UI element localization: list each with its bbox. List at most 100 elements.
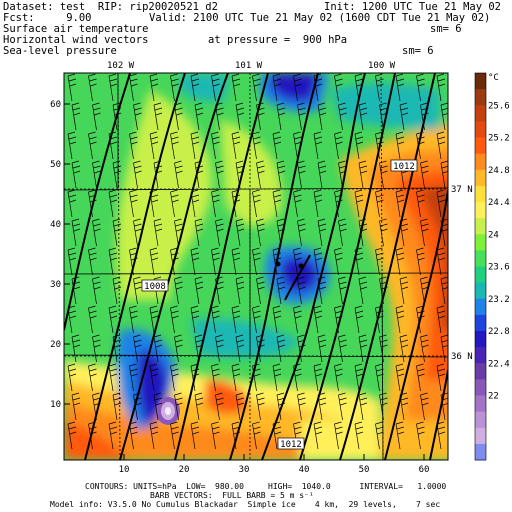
wind-barb (71, 334, 81, 363)
wind-barb (293, 421, 302, 450)
wind-barb (211, 247, 220, 276)
wind-barb (358, 392, 368, 421)
isobar-label: 1012 (393, 162, 415, 172)
wind-barb (211, 363, 220, 392)
wind-barb (112, 218, 122, 247)
wind-barb (293, 73, 302, 102)
wind-barb (354, 421, 364, 450)
colorbar-label: 22.4 (488, 359, 510, 369)
wind-barb (112, 160, 122, 189)
wind-barb (420, 102, 429, 131)
wind-barb (272, 73, 282, 102)
wind-barb (252, 305, 261, 334)
wind-barb (334, 131, 343, 160)
wind-barb (399, 334, 409, 363)
wind-barb (211, 421, 220, 450)
wind-barb (211, 189, 220, 218)
colorbar-swatch (475, 443, 486, 461)
wind-barb (252, 131, 261, 160)
wind-barb (276, 334, 286, 363)
wind-barb (174, 276, 183, 305)
wind-barb (215, 160, 224, 189)
isobar-label: 1012 (280, 440, 302, 450)
wind-barb (395, 247, 405, 276)
wind-barb (149, 131, 159, 160)
wind-barb (190, 73, 200, 102)
wind-barb (108, 73, 118, 102)
wind-barb (420, 160, 429, 189)
wind-barb (231, 421, 241, 450)
wind-barb (92, 160, 101, 189)
wind-barb (194, 276, 204, 305)
wind-barb (276, 218, 286, 247)
longitude-label: 102 W (107, 61, 135, 71)
wind-barb (235, 218, 245, 247)
forecast-label: Fcst: 9.00 (3, 12, 92, 24)
field-slp-smoothing: sm= 6 (402, 45, 434, 57)
wind-barb (235, 276, 245, 305)
wind-barb (358, 334, 368, 363)
wind-barb (395, 363, 405, 392)
wind-barb (416, 305, 425, 334)
wind-barb (108, 189, 118, 218)
wind-barb (129, 305, 138, 334)
wind-barb (440, 102, 448, 131)
wind-barb (354, 131, 364, 160)
wind-barb (416, 189, 425, 218)
wind-barb (149, 363, 159, 392)
colorbar-label: 25.6 (488, 101, 510, 111)
valid-label: Valid: 2100 UTC Tue 21 May 02 (1600 CDT … (149, 12, 491, 24)
wind-barb (170, 247, 179, 276)
wind-barb (88, 131, 97, 160)
colorbar-swatch (475, 73, 486, 90)
wind-barb (317, 218, 327, 247)
colorbar-unit: °C (488, 73, 499, 83)
colorbar-swatch (475, 347, 486, 364)
wind-barb (379, 102, 388, 131)
wind-barb (88, 189, 97, 218)
x-tick-label: 60 (419, 465, 430, 475)
wind-barb (129, 131, 138, 160)
wind-barb (194, 102, 204, 131)
wind-barb (194, 334, 204, 363)
wind-barb (317, 160, 327, 189)
y-axis-tick-labels: 10 20 30 40 50 60 (50, 100, 61, 410)
wind-barb (190, 421, 200, 450)
wind-barb (108, 305, 118, 334)
wind-barb (313, 363, 323, 392)
wind-barb (416, 363, 425, 392)
colorbar-label: 23.6 (488, 263, 510, 273)
wind-barb (338, 276, 347, 305)
wind-barb (276, 392, 286, 421)
wind-barb (190, 305, 200, 334)
wind-barb (170, 131, 179, 160)
wind-barb (129, 421, 138, 450)
plot-frame (63, 72, 449, 461)
wind-barb (375, 247, 384, 276)
x-tick-label: 20 (179, 465, 190, 475)
wind-barb (231, 247, 241, 276)
colorbar-swatch (475, 185, 486, 203)
wind-barb (375, 421, 384, 450)
wind-barb (276, 276, 286, 305)
colorbar-swatch (475, 105, 486, 122)
wind-barb (215, 334, 224, 363)
wind-barb (149, 247, 159, 276)
wind-barb (67, 363, 77, 392)
wind-barb (334, 247, 343, 276)
latitude-label: 36 N (451, 352, 473, 362)
colorbar-label: 25.2 (488, 134, 510, 144)
wind-barb (108, 247, 118, 276)
latitude-label: 37 N (451, 185, 473, 195)
wind-barb (149, 189, 159, 218)
wind-barb (92, 218, 101, 247)
wind-barb (133, 160, 142, 189)
wind-barb (399, 218, 409, 247)
wind-barb (379, 334, 388, 363)
x-axis-tick-labels: 10 20 30 40 50 60 (119, 465, 430, 475)
wind-barb (436, 421, 446, 450)
wind-barb (129, 189, 138, 218)
footer-barb-info: BARB VECTORS: FULL BARB = 5 m s⁻¹ (150, 491, 314, 500)
colorbar-swatch (475, 395, 486, 413)
wind-barb (436, 247, 446, 276)
